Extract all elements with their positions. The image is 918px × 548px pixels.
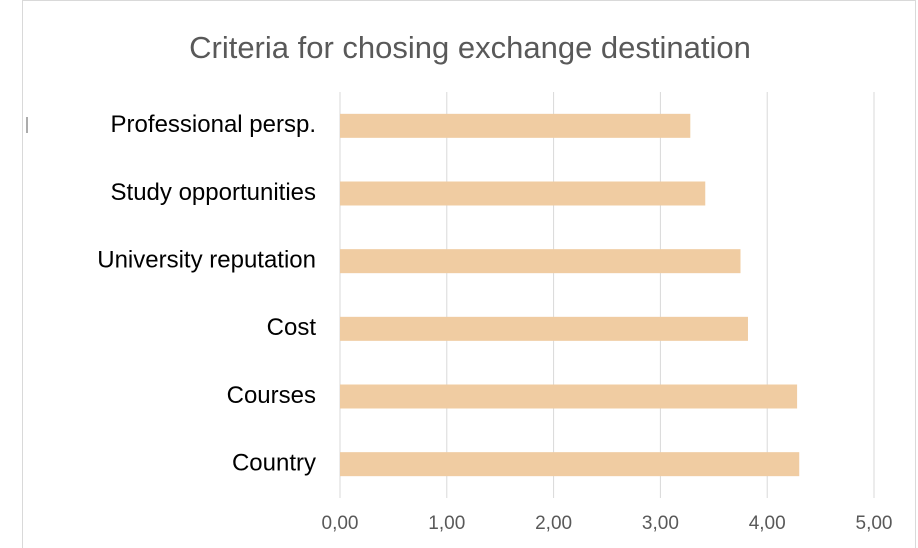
x-tick-label: 4,00 [749,513,786,534]
x-tick-label: 5,00 [856,513,893,534]
y-tick-label: Courses [227,382,316,409]
x-tick-label: 0,00 [322,513,359,534]
chart-title: Criteria for chosing exchange destinatio… [189,30,751,65]
y-tick-label: Country [232,450,316,477]
bar [340,452,800,477]
bar [340,113,691,138]
bar [340,384,798,409]
y-tick-label: Professional persp. [111,111,316,138]
bar [340,249,741,274]
y-tick-label: Study opportunities [111,179,316,206]
bar [340,181,706,206]
x-tick-label: 3,00 [642,513,679,534]
x-tick-label: 1,00 [428,513,465,534]
y-tick-label: Cost [267,314,317,341]
x-tick-label: 2,00 [535,513,572,534]
bar [340,316,748,341]
y-tick-label: University reputation [97,247,316,274]
